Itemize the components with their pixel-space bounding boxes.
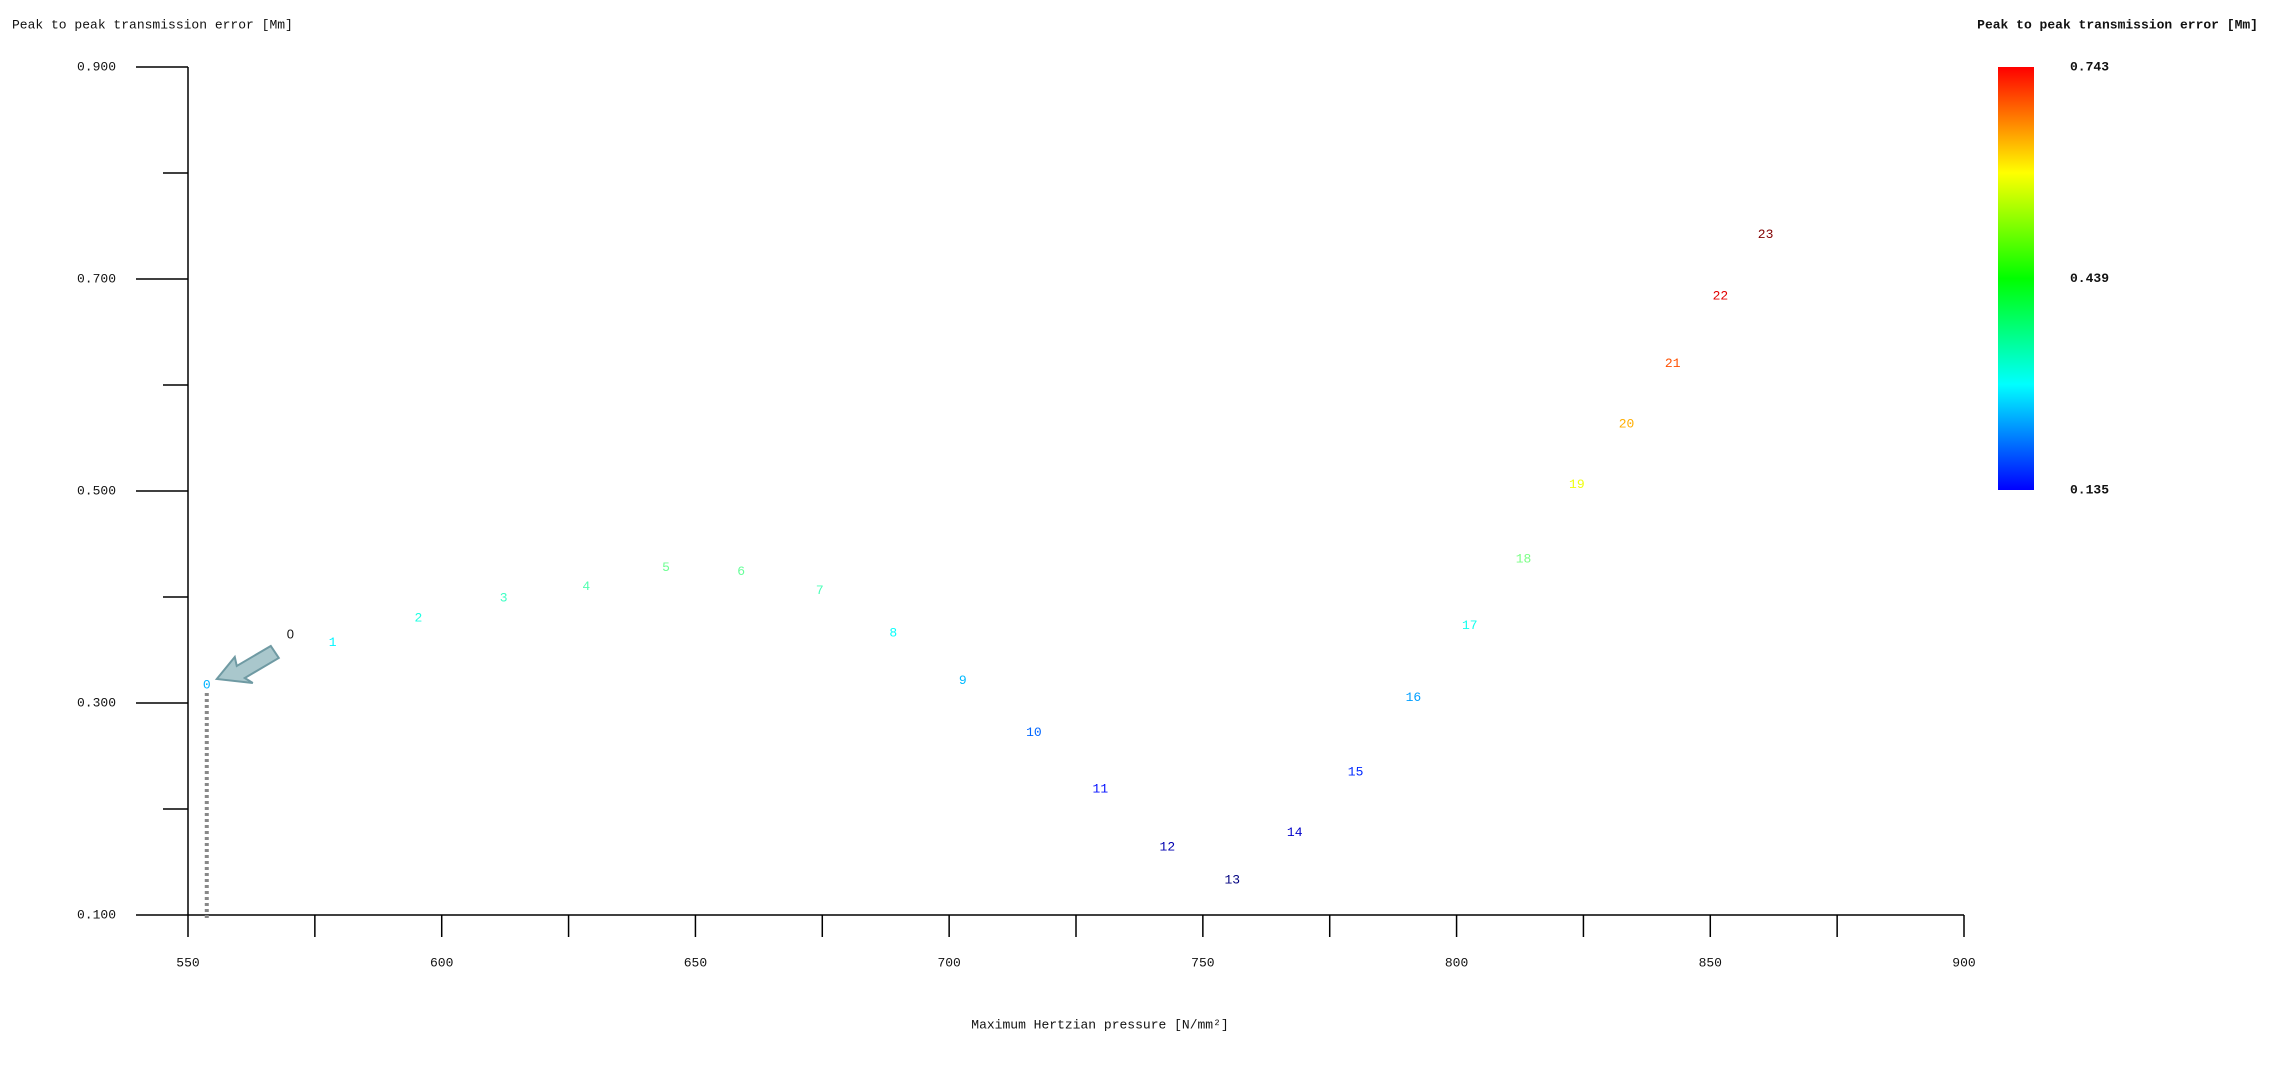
point-label: 10 (1026, 725, 1042, 740)
point-label: 19 (1569, 477, 1585, 492)
point-label: 7 (816, 583, 824, 598)
x-axis-title: Maximum Hertzian pressure [N/mm²] (971, 1017, 1228, 1032)
point-label: 22 (1713, 288, 1729, 303)
colorbar (1998, 67, 2034, 490)
point-label: 18 (1516, 551, 1532, 566)
point-label: 6 (737, 564, 745, 579)
point-label: 11 (1093, 781, 1109, 796)
colorbar-tick-label: 0.439 (2070, 271, 2109, 286)
x-tick-label: 550 (176, 955, 199, 970)
x-tick-label: 600 (430, 955, 453, 970)
y-tick-label: 0.300 (77, 695, 116, 710)
point-label: 2 (414, 611, 422, 626)
point-label: 17 (1462, 618, 1478, 633)
point-label: 15 (1348, 764, 1364, 779)
annotation-arrow (214, 644, 281, 684)
point-label: 20 (1619, 417, 1635, 432)
colorbar-title: Peak to peak transmission error [Μm] (1977, 17, 2258, 32)
point-label: 13 (1224, 872, 1240, 887)
point-label: 23 (1758, 227, 1774, 242)
point-label: 0 (203, 677, 211, 692)
x-tick-label: 800 (1445, 955, 1468, 970)
x-tick-label: 750 (1191, 955, 1214, 970)
annotation: 0 (287, 626, 294, 641)
y-tick-label: 0.500 (77, 483, 116, 498)
colorbar-tick-label: 0.743 (2070, 59, 2109, 74)
colorbar-tick-label: 0.135 (2070, 482, 2109, 497)
point-label: 4 (582, 579, 590, 594)
y-axis-title: Peak to peak transmission error [Μm] (12, 17, 293, 32)
y-tick-label: 0.700 (77, 271, 116, 286)
x-tick-label: 700 (937, 955, 960, 970)
y-tick-label: 0.900 (77, 59, 116, 74)
point-label: 12 (1160, 840, 1176, 855)
x-tick-label: 650 (684, 955, 707, 970)
point-label: 9 (959, 673, 967, 688)
x-tick-label: 850 (1699, 955, 1722, 970)
point-label: 5 (662, 560, 670, 575)
point-label: 21 (1665, 356, 1681, 371)
x-tick-label: 900 (1952, 955, 1975, 970)
point-label: 14 (1287, 825, 1303, 840)
point-label: 8 (889, 625, 897, 640)
point-label: 1 (329, 635, 337, 650)
point-label: 3 (500, 590, 508, 605)
point-label: 16 (1406, 690, 1422, 705)
y-tick-label: 0.100 (77, 907, 116, 922)
